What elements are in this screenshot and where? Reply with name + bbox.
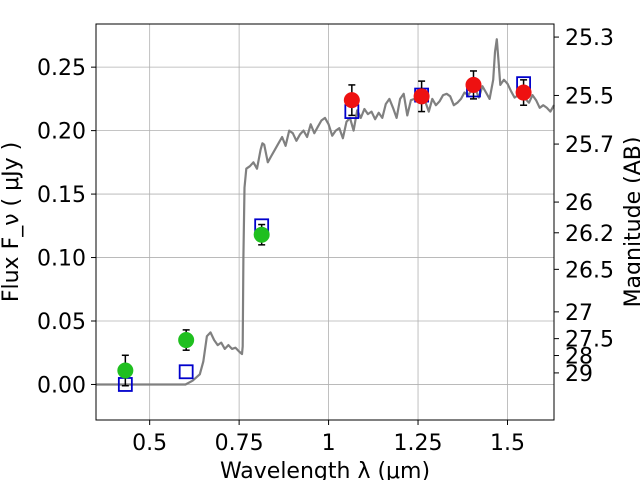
right-tick-label-0: 25.3 <box>565 26 614 51</box>
right-tick-label-5: 26.5 <box>565 258 614 283</box>
circle-marker-3-1 <box>413 88 430 105</box>
grid <box>96 24 554 420</box>
square-marker-1 <box>178 364 194 380</box>
y-tick-label-4: 0.20 <box>37 120 86 145</box>
y-axis-label: Flux F_ν ( μJy ) <box>0 142 24 302</box>
spectrum-line <box>96 38 555 386</box>
right-tick-label-8: 28 <box>565 345 593 370</box>
circle-marker-2-2 <box>253 226 270 243</box>
x-tick-label-1: 0.75 <box>215 431 264 456</box>
right-tick-label-6: 27 <box>565 301 593 326</box>
right-tick-label-1: 25.5 <box>565 84 614 109</box>
x-axis-label: Wavelength λ (μm) <box>220 459 430 480</box>
y-tick-label-2: 0.10 <box>37 247 86 272</box>
x-tick-label-2: 1 <box>322 431 336 456</box>
right-axis-label: Magnitude (AB) <box>621 137 640 308</box>
y-axis-ticks: 0.00 0.05 0.10 0.15 0.20 0.25 <box>37 56 96 398</box>
y-tick-label-3: 0.15 <box>37 183 86 208</box>
right-tick-label-3: 26 <box>565 191 593 216</box>
y-tick-label-0: 0.00 <box>37 373 86 398</box>
right-tick-label-2: 25.7 <box>565 133 614 158</box>
circle-marker-3-0 <box>343 92 360 109</box>
plot-frame <box>95 23 555 421</box>
x-tick-label-4: 1.5 <box>490 431 525 456</box>
circle-marker-3-3 <box>515 84 532 101</box>
y-tick-label-1: 0.05 <box>37 310 86 335</box>
right-tick-label-4: 26.2 <box>565 222 614 247</box>
x-tick-label-3: 1.25 <box>394 431 443 456</box>
x-tick-label-0: 0.5 <box>132 431 167 456</box>
circle-marker-2-0 <box>117 362 134 379</box>
circle-marker-3-2 <box>465 76 482 93</box>
right-tick-label-9: 29 <box>565 362 593 387</box>
x-axis-ticks: 0.5 0.75 1 1.25 1.5 <box>132 420 525 456</box>
right-tick-label-7: 27.5 <box>565 328 614 353</box>
circle-marker-2-1 <box>178 332 195 349</box>
y-tick-label-5: 0.25 <box>37 56 86 81</box>
plot-series <box>96 38 555 392</box>
